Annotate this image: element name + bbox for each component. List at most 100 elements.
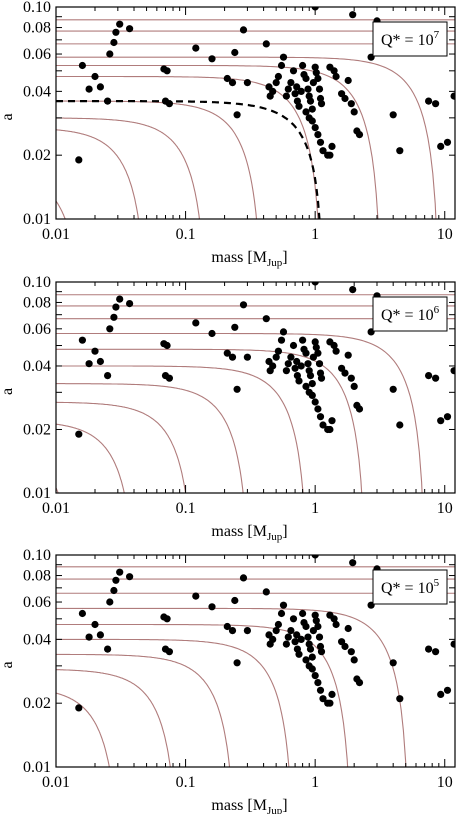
data-point [233, 385, 241, 393]
isoline-curve [56, 487, 59, 493]
data-point [96, 83, 104, 91]
data-point [316, 138, 325, 146]
data-point [299, 609, 307, 618]
data-point [104, 645, 112, 653]
data-point [306, 645, 315, 653]
data-point [306, 372, 315, 380]
data-point [317, 374, 326, 382]
data-point [437, 417, 445, 425]
data-point [165, 648, 173, 656]
y-tick-label: 0.06 [23, 46, 51, 63]
x-tick-label: 1 [311, 774, 319, 791]
data-point [304, 633, 312, 641]
data-point [350, 382, 358, 390]
data-point [269, 87, 277, 95]
data-point [272, 353, 280, 361]
data-point [314, 74, 322, 83]
x-tick-label: 0.1 [176, 500, 196, 517]
data-point [304, 85, 312, 93]
data-point [308, 665, 316, 673]
data-point [269, 362, 277, 370]
isoline-curve [56, 638, 290, 767]
data-point [163, 615, 171, 623]
data-point [311, 63, 319, 71]
y-tick-label: 0.01 [23, 485, 51, 502]
data-point [91, 620, 99, 629]
y-tick-label: 0.01 [23, 211, 51, 228]
data-point [317, 648, 326, 656]
x-tick-label: 0.01 [42, 226, 70, 243]
data-point [96, 357, 104, 366]
data-point [330, 615, 338, 623]
data-point [106, 325, 114, 333]
isoline-curve [56, 332, 423, 493]
isoline-curve [56, 200, 66, 219]
data-point [308, 117, 316, 125]
data-point [279, 601, 288, 609]
data-point [208, 329, 216, 338]
x-axis-label: mass [MJup] [211, 797, 287, 814]
data-point [233, 111, 241, 119]
y-tick-label: 0.02 [23, 421, 51, 438]
isoline-curve [56, 669, 171, 767]
data-point [106, 50, 114, 58]
data-point [311, 672, 319, 680]
y-tick-label: 0.01 [23, 759, 51, 776]
y-tick-label: 0.02 [23, 147, 51, 164]
plot-frame [55, 554, 456, 768]
y-tick-label: 0.04 [23, 631, 51, 648]
x-tick-label: 10 [437, 226, 453, 243]
data-point [75, 430, 83, 438]
data-point [243, 353, 251, 361]
data-point [311, 124, 319, 132]
data-point [110, 586, 118, 595]
data-point [289, 67, 298, 75]
isoline-curve [56, 365, 304, 493]
data-point [208, 55, 216, 63]
data-point [326, 151, 334, 159]
y-tick-label: 0.06 [23, 321, 51, 338]
data-point [231, 596, 239, 605]
data-point [355, 679, 364, 687]
data-point [228, 627, 237, 635]
data-point [104, 97, 112, 105]
data-point [332, 620, 340, 629]
data-point [291, 638, 299, 646]
data-point [284, 360, 292, 368]
x-axis-label: mass [MJup] [211, 249, 287, 269]
data-point [332, 72, 340, 81]
y-tick-label: 0.10 [23, 274, 51, 291]
annotation-box [372, 296, 448, 332]
data-point [96, 631, 104, 639]
data-point [192, 592, 200, 600]
data-point [295, 377, 303, 385]
data-point [91, 347, 99, 355]
data-point [85, 85, 93, 93]
data-point [243, 79, 251, 87]
data-point [306, 97, 315, 105]
plot-area [56, 282, 455, 493]
data-point [110, 313, 118, 321]
data-point [228, 353, 237, 361]
y-tick-label: 0.04 [23, 83, 51, 100]
data-point [274, 347, 282, 355]
y-tick-label: 0.08 [23, 568, 51, 585]
x-tick-label: 0.1 [176, 226, 196, 243]
data-point [450, 92, 455, 100]
x-tick-label: 0.01 [42, 500, 70, 517]
data-point [350, 108, 358, 116]
annotation-text: Q* = 106 [381, 304, 440, 324]
data-point [450, 640, 455, 648]
data-point [443, 413, 452, 421]
isoline-curve [56, 129, 139, 219]
data-point [432, 100, 440, 108]
data-point [425, 97, 433, 105]
data-point [319, 695, 327, 703]
data-point [192, 319, 200, 327]
data-point [208, 603, 216, 611]
data-point [443, 138, 452, 146]
data-point [284, 85, 292, 93]
data-point [355, 131, 364, 139]
data-point [302, 74, 310, 83]
x-tick-label: 0.01 [42, 774, 70, 791]
